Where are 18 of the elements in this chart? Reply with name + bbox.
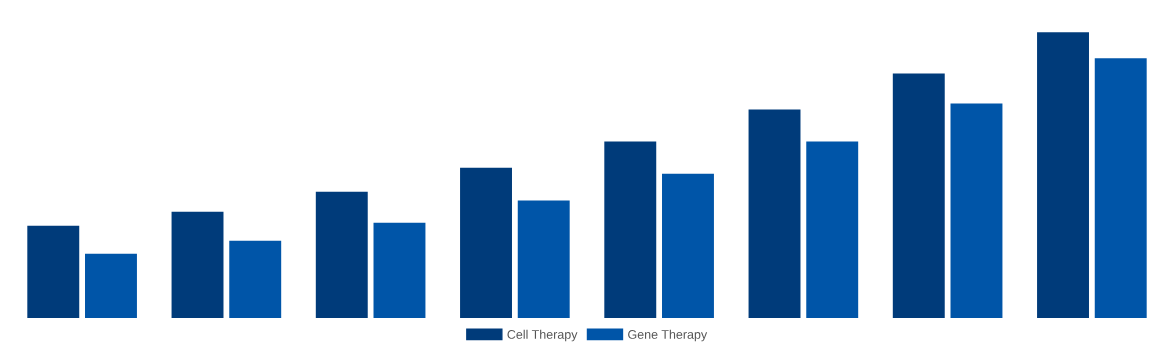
- bar: [373, 222, 426, 318]
- bar: [662, 173, 714, 318]
- bar: [517, 200, 570, 318]
- bar: [950, 103, 1003, 318]
- bar: [27, 225, 80, 318]
- bar: [229, 240, 282, 318]
- bar: [1094, 58, 1147, 318]
- bar: [460, 167, 512, 318]
- bar: [748, 109, 801, 318]
- bar: [604, 141, 657, 318]
- bar: [85, 253, 137, 318]
- bar: [1037, 32, 1089, 318]
- legend-label: Gene Therapy: [628, 329, 708, 342]
- bar: [315, 191, 368, 318]
- bar: [892, 73, 945, 318]
- bar: [806, 141, 859, 318]
- legend-label: Cell Therapy: [507, 329, 578, 342]
- bar: [171, 211, 224, 318]
